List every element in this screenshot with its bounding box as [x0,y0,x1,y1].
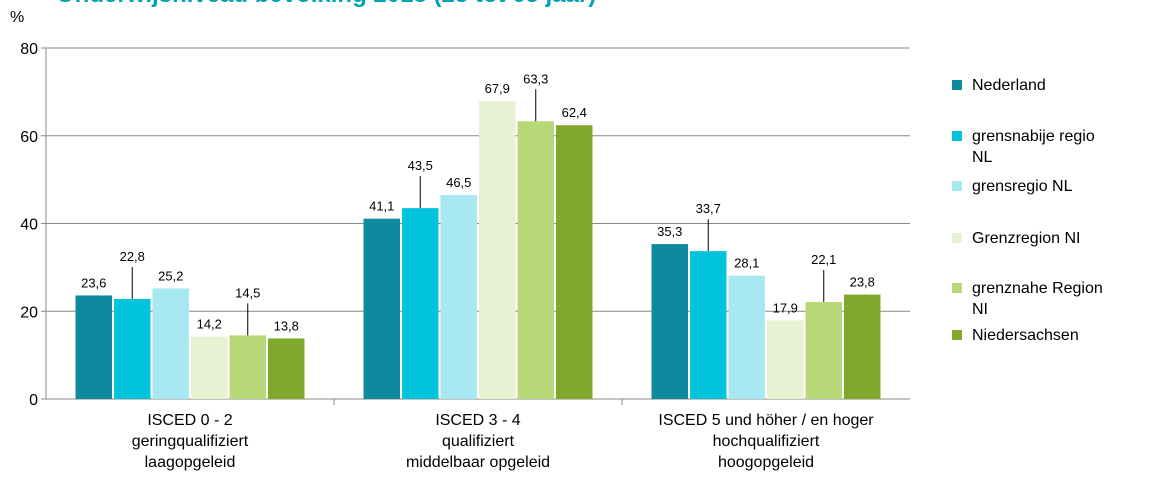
bar [728,275,765,399]
legend-swatch [952,283,962,293]
bar [844,294,881,399]
legend-entry: grensregio NL [952,176,1104,197]
value-label: 46,5 [446,175,471,190]
y-tick-label: 40 [20,217,38,234]
value-label: 25,2 [158,268,183,283]
bar [229,335,266,399]
legend-label: Grenzregion NI [972,230,1081,247]
legend-swatch [952,330,962,340]
legend-label: grensnabije regio NL [972,128,1095,166]
value-label: 35,3 [657,224,682,239]
x-tick-label: laagopgeleid [145,454,236,471]
y-tick-label: 60 [20,129,38,146]
bar [440,194,477,399]
bar [690,251,727,399]
value-label: 33,7 [696,201,721,216]
value-label: 14,5 [235,285,260,300]
value-label: 22,1 [811,252,836,267]
y-tick-label: 20 [20,304,38,321]
bar [363,218,400,399]
bar [651,244,688,399]
legend-entry: Niedersachsen [952,325,1104,346]
bar [556,125,593,399]
legend-swatch [952,181,962,191]
legend-label: Nederland [972,77,1046,94]
bar [114,298,151,399]
legend-swatch [952,80,962,90]
bar [75,295,112,399]
bar [268,338,305,399]
x-tick-label: middelbaar opgeleid [406,454,550,471]
value-label: 22,8 [120,249,145,264]
value-label: 63,3 [523,71,548,86]
value-label: 43,5 [408,158,433,173]
x-tick-label: hoogopgeleid [718,454,814,471]
bar [191,336,228,399]
legend-entry: Nederland [952,75,1104,96]
bar [805,302,842,399]
bar [517,121,554,400]
value-label: 13,8 [274,318,299,333]
value-label: 67,9 [485,81,510,96]
legend-label: grenznahe Region NI [972,280,1103,318]
legend-entry: Grenzregion NI [952,228,1104,249]
value-label: 23,6 [81,275,106,290]
x-tick-label: ISCED 5 und höher / en hoger [658,412,874,429]
y-unit: % [10,9,24,26]
y-tick-label: 80 [20,41,38,58]
value-label: 17,9 [773,300,798,315]
x-tick-label: hochqualifiziert [713,433,820,450]
bar [402,208,439,399]
x-tick-label: ISCED 0 - 2 [147,412,232,429]
value-label: 41,1 [369,199,394,214]
value-label: 23,8 [850,275,875,290]
value-label: 14,2 [197,317,222,332]
legend-entry: grenznahe Region NI [952,278,1104,320]
bar [152,288,189,399]
chart-title: Onderwijsniveau bevolking 2013 (25 tot 6… [56,0,596,8]
legend-swatch [952,233,962,243]
y-tick-label: 0 [29,392,38,409]
x-tick-label: geringqualifiziert [132,433,249,450]
legend-entry: grensnabije regio NL [952,126,1104,168]
legend-label: Niedersachsen [972,327,1079,344]
x-tick-label: qualifiziert [442,433,515,450]
legend-swatch [952,131,962,141]
x-tick-label: ISCED 3 - 4 [435,412,520,429]
bar [767,320,804,399]
value-label: 62,4 [562,105,587,120]
legend-label: grensregio NL [972,178,1073,195]
value-label: 28,1 [734,256,759,271]
bar [479,101,516,400]
